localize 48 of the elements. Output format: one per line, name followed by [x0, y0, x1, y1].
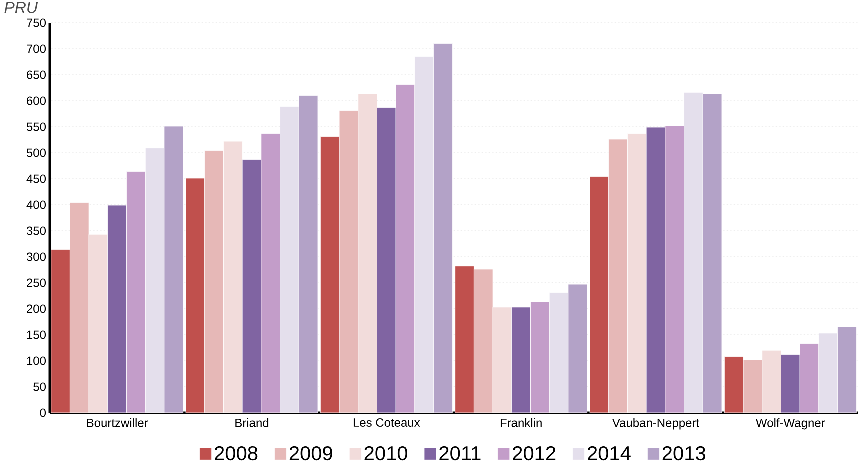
y-tick-label: 0 — [40, 408, 46, 418]
legend-label: 2014 — [588, 446, 631, 461]
y-tick-label: 400 — [26, 200, 46, 210]
x-tick-label: Vauban-Neppert — [612, 418, 700, 430]
legend-label: 2008 — [215, 446, 258, 461]
bar — [396, 84, 416, 413]
bar — [684, 92, 704, 413]
bar — [724, 356, 744, 413]
bar — [280, 106, 300, 413]
bar — [455, 266, 474, 413]
bar — [549, 292, 569, 413]
bar — [51, 250, 70, 413]
bar — [320, 136, 340, 413]
y-tick-label: 50 — [34, 382, 46, 392]
y-tick-label: 200 — [27, 304, 46, 314]
bar — [186, 178, 206, 413]
legend-label: 2010 — [364, 446, 408, 461]
bar — [261, 134, 280, 413]
y-tick-label: 500 — [26, 148, 46, 158]
x-tick-label: Bourtzwiller — [87, 418, 148, 428]
y-tick-label: 350 — [26, 226, 46, 236]
bar — [126, 172, 146, 413]
y-tick-label: 250 — [27, 278, 46, 288]
y-tick-label: 100 — [27, 356, 46, 366]
y-tick-label: 550 — [26, 122, 46, 132]
y-tick-label: 750 — [27, 18, 46, 28]
bar — [818, 333, 838, 413]
bar — [590, 176, 610, 413]
bar — [665, 126, 684, 413]
bar — [800, 344, 820, 413]
y-tick-label: 700 — [27, 44, 46, 54]
legend-label: 2013 — [662, 446, 706, 461]
y-tick-label: 600 — [27, 96, 46, 106]
legend-label: 2009 — [290, 446, 332, 461]
y-tick-label: 650 — [27, 70, 46, 80]
legend-label: 2012 — [513, 446, 556, 461]
x-tick-label: Briand — [236, 418, 269, 428]
chart-title: PRU — [4, 2, 38, 14]
y-tick-label: 150 — [27, 330, 46, 340]
y-tick-label: 450 — [26, 174, 46, 184]
y-tick-label: 300 — [26, 252, 46, 262]
legend-label: 2011 — [440, 446, 481, 461]
x-tick-label: Wolf-Wagner — [756, 418, 826, 430]
x-tick-label: Les Coteaux — [354, 418, 420, 428]
bar — [530, 302, 550, 413]
bar — [414, 56, 434, 413]
x-tick-label: Franklin — [500, 418, 542, 428]
bar — [145, 148, 165, 413]
